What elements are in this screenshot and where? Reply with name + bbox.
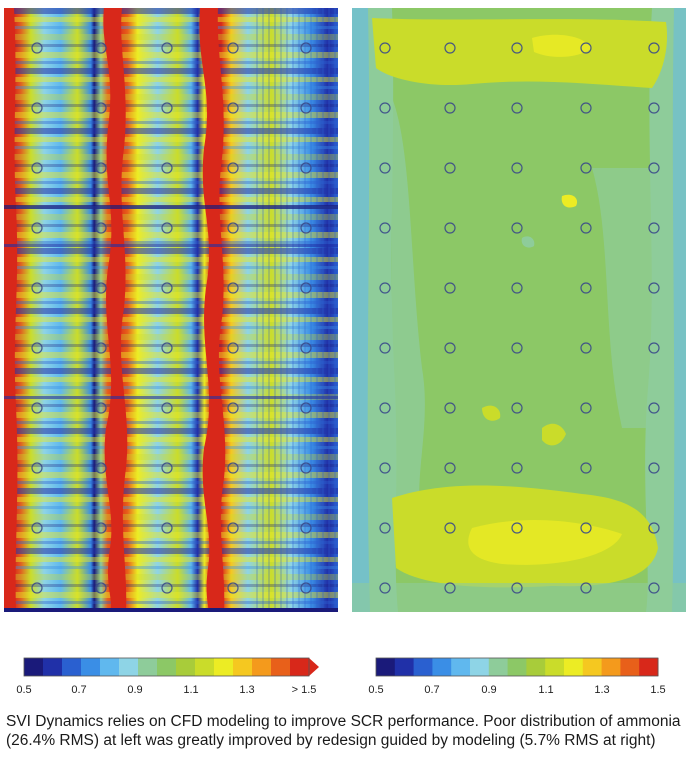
colorbar-segment xyxy=(545,658,565,676)
colorbar-border xyxy=(375,657,659,677)
colorbar-segment xyxy=(582,658,603,676)
right-tick-label: 1.3 xyxy=(594,684,610,696)
left-contour-plot xyxy=(4,8,338,612)
colorbar-segment xyxy=(176,658,196,676)
colorbar-segment xyxy=(376,658,396,676)
colorbar-segment xyxy=(62,658,82,676)
colorbar-segment xyxy=(24,658,44,676)
left-tick-label: 0.5 xyxy=(16,684,32,696)
right-contour-plot xyxy=(352,8,686,612)
colorbar-segment xyxy=(601,658,621,676)
colorbar-segment xyxy=(488,658,509,676)
colorbar-segment xyxy=(233,658,253,676)
colorbar-segment xyxy=(413,658,433,676)
colorbar-segment xyxy=(157,658,177,676)
colorbar-segment xyxy=(43,658,63,676)
colorbar-segment xyxy=(81,658,101,676)
colorbar-segment xyxy=(214,658,234,676)
right-tick-label: 1.1 xyxy=(538,684,554,696)
right-colorbar xyxy=(375,657,659,677)
colorbar-segment xyxy=(526,658,546,676)
colorbar-segment xyxy=(432,658,452,676)
colorbar-segment xyxy=(271,658,291,676)
colorbar-segment xyxy=(252,658,272,676)
right-tick-label: 0.9 xyxy=(481,684,497,696)
left-tick-label: 1.3 xyxy=(239,684,255,696)
left-tick-label: > 1.5 xyxy=(291,684,317,696)
colorbar-segment xyxy=(290,658,319,676)
left-color-legend: 0.5 0.7 0.9 1.1 1.3 > 1.5 xyxy=(14,654,334,696)
colorbar-segment xyxy=(195,658,215,676)
colorbar-segment xyxy=(119,658,139,676)
colorbar-segment xyxy=(451,658,471,676)
colorbar-segment xyxy=(507,658,527,676)
colorbar-segment xyxy=(620,658,640,676)
right-tick-label: 0.7 xyxy=(424,684,440,696)
left-tick-label: 0.7 xyxy=(71,684,87,696)
colorbar-segment xyxy=(138,658,158,676)
left-tick-label: 0.9 xyxy=(127,684,143,696)
right-tick-label: 1.5 xyxy=(650,684,666,696)
colorbar-segment xyxy=(639,658,659,676)
colorbar-segment xyxy=(470,658,490,676)
left-tick-label: 1.1 xyxy=(183,684,199,696)
left-colorbar xyxy=(23,657,319,677)
colorbar-segment xyxy=(394,658,415,676)
right-color-legend: 0.5 0.7 0.9 1.1 1.3 1.5 xyxy=(366,654,686,696)
colorbar-segment xyxy=(564,658,584,676)
right-tick-label: 0.5 xyxy=(368,684,384,696)
figure-caption: SVI Dynamics relies on CFD modeling to i… xyxy=(6,713,681,749)
colorbar-segment xyxy=(100,658,120,676)
colorbar-border xyxy=(23,657,310,677)
